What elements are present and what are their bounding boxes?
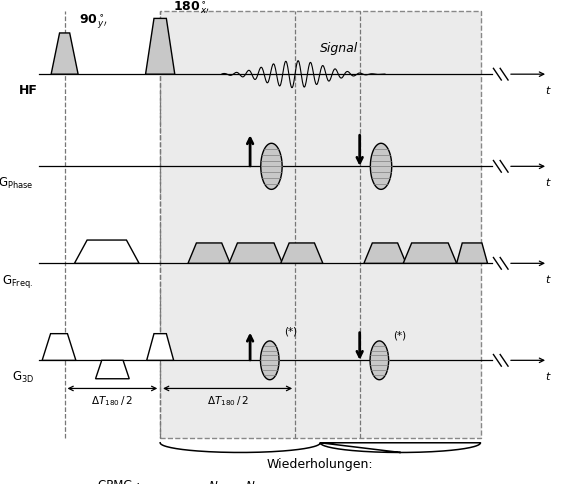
Polygon shape [96, 361, 129, 379]
Text: G$_{\mathsf{3D}}$: G$_{\mathsf{3D}}$ [12, 369, 34, 384]
Polygon shape [364, 243, 406, 264]
Text: CPMG :: CPMG : [98, 478, 140, 484]
Polygon shape [261, 144, 282, 190]
Polygon shape [51, 34, 78, 75]
Polygon shape [146, 19, 175, 75]
Text: G$_{\mathsf{Phase}}$: G$_{\mathsf{Phase}}$ [0, 176, 34, 191]
Text: t: t [546, 274, 550, 285]
Polygon shape [147, 334, 174, 361]
Text: G$_{\mathsf{Freq.}}$: G$_{\mathsf{Freq.}}$ [2, 272, 34, 289]
Text: Wiederholungen:: Wiederholungen: [267, 457, 374, 470]
Polygon shape [456, 243, 487, 264]
Text: $\Delta T_{180}\,/\,2$: $\Delta T_{180}\,/\,2$ [92, 393, 133, 407]
Text: (*): (*) [393, 330, 406, 340]
Polygon shape [404, 243, 456, 264]
Text: (*): (*) [284, 325, 297, 335]
Text: t: t [546, 178, 550, 188]
Polygon shape [188, 243, 230, 264]
Polygon shape [74, 241, 139, 264]
Text: $N_{\rm rep} = N_{\rm ima}$: $N_{\rm rep} = N_{\rm ima}$ [208, 478, 271, 484]
Polygon shape [370, 144, 392, 190]
Text: HF: HF [19, 84, 38, 97]
Text: Signal: Signal [320, 42, 359, 55]
Polygon shape [229, 243, 283, 264]
Text: $\mathbf{90}^\circ_{\,y\prime}$: $\mathbf{90}^\circ_{\,y\prime}$ [79, 12, 107, 30]
Polygon shape [370, 341, 388, 380]
Text: $\Delta T_{180}\,/\,2$: $\Delta T_{180}\,/\,2$ [207, 393, 248, 407]
Bar [160, 12, 481, 438]
Polygon shape [42, 334, 76, 361]
Text: $\mathbf{180}^\circ_{\,x\prime}$: $\mathbf{180}^\circ_{\,x\prime}$ [173, 0, 210, 16]
Text: t: t [546, 86, 550, 96]
Polygon shape [261, 341, 279, 380]
Text: t: t [546, 371, 550, 381]
Polygon shape [281, 243, 323, 264]
